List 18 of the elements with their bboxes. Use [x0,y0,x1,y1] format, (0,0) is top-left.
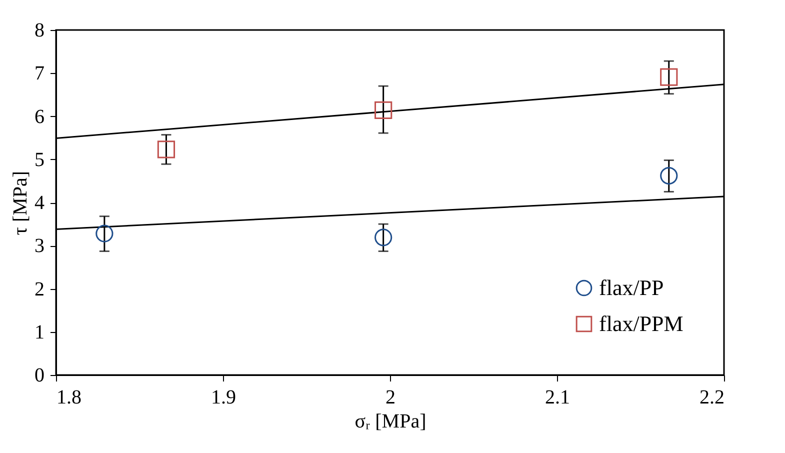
x-tick-label: 1.8 [56,386,82,408]
x-tick-label: 2 [386,386,396,408]
y-tick-label: 0 [34,364,44,386]
y-axis-title: τ [MPa] [10,170,32,236]
legend-label: flax/PPM [599,311,684,336]
x-axis-title: σᵣ [MPa] [354,410,426,432]
y-tick-label: 6 [34,106,44,128]
y-tick-label: 2 [34,278,44,300]
y-tick-label: 4 [34,192,44,214]
y-tick-label: 8 [34,20,44,42]
x-tick-label: 2.1 [545,386,570,408]
x-tick-label: 2.2 [700,386,724,408]
legend-label: flax/PP [599,275,664,300]
x-tick-label: 1.9 [211,386,236,408]
y-tick-label: 5 [34,148,44,171]
y-tick-label: 3 [34,235,44,258]
y-tick-label: 1 [34,321,44,344]
y-tick-label: 7 [34,62,44,85]
